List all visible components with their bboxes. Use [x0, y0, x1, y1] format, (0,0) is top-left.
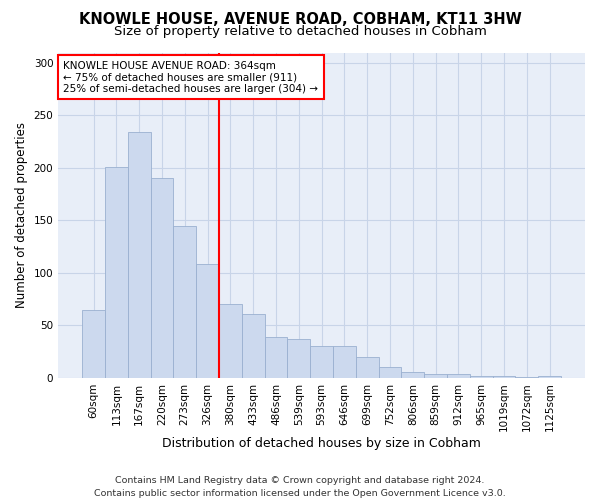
Text: KNOWLE HOUSE, AVENUE ROAD, COBHAM, KT11 3HW: KNOWLE HOUSE, AVENUE ROAD, COBHAM, KT11 … — [79, 12, 521, 28]
Bar — [310, 346, 333, 378]
Bar — [196, 264, 219, 378]
Bar — [105, 167, 128, 378]
Bar — [128, 132, 151, 378]
Bar — [538, 376, 561, 378]
Bar — [265, 337, 287, 378]
Bar — [401, 372, 424, 378]
Bar — [470, 376, 493, 378]
Text: Size of property relative to detached houses in Cobham: Size of property relative to detached ho… — [113, 25, 487, 38]
Bar — [515, 377, 538, 378]
Bar — [447, 374, 470, 378]
Text: KNOWLE HOUSE AVENUE ROAD: 364sqm
← 75% of detached houses are smaller (911)
25% : KNOWLE HOUSE AVENUE ROAD: 364sqm ← 75% o… — [64, 60, 319, 94]
Text: Contains HM Land Registry data © Crown copyright and database right 2024.
Contai: Contains HM Land Registry data © Crown c… — [94, 476, 506, 498]
Bar — [379, 368, 401, 378]
Bar — [82, 310, 105, 378]
Bar — [219, 304, 242, 378]
X-axis label: Distribution of detached houses by size in Cobham: Distribution of detached houses by size … — [162, 437, 481, 450]
Bar — [242, 314, 265, 378]
Bar — [287, 339, 310, 378]
Bar — [333, 346, 356, 378]
Bar — [493, 376, 515, 378]
Bar — [151, 178, 173, 378]
Bar — [173, 226, 196, 378]
Bar — [356, 357, 379, 378]
Y-axis label: Number of detached properties: Number of detached properties — [15, 122, 28, 308]
Bar — [424, 374, 447, 378]
